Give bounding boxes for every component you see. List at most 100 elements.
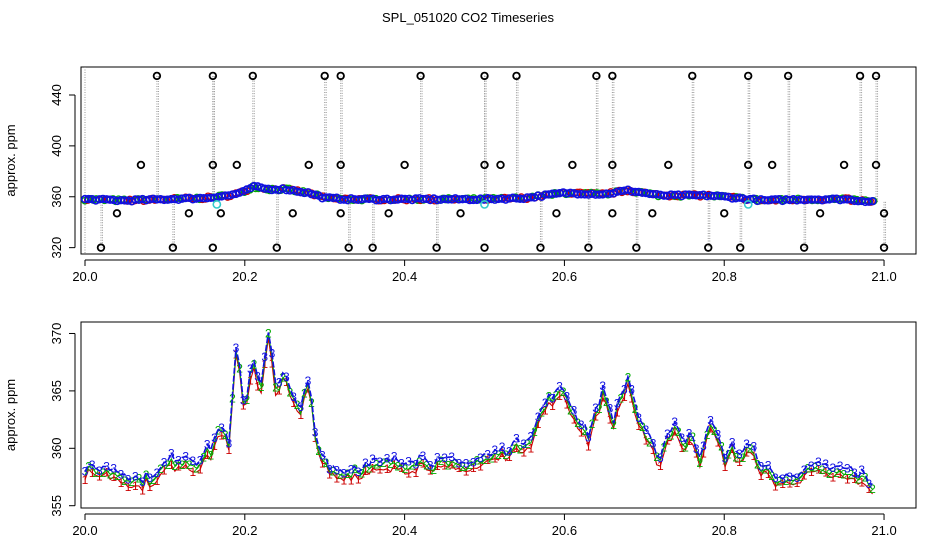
series-3-marker: 3 [132, 469, 139, 483]
series-1-marker: 1 [686, 434, 693, 448]
series-1-marker: 1 [103, 465, 110, 479]
series-1-marker: 1 [240, 399, 247, 413]
series-1-marker: 1 [563, 397, 570, 411]
series-3-marker: 3 [858, 463, 865, 477]
top-outlier-point [232, 160, 242, 170]
series-2-marker: 2 [100, 466, 107, 480]
series-1-marker: 1 [506, 450, 513, 464]
series-3-line [84, 332, 873, 485]
top-outlier-point [704, 243, 713, 252]
series-1-marker: 1 [305, 382, 312, 396]
series-2-marker: 2 [495, 448, 502, 462]
series-2-marker: 2 [704, 428, 711, 442]
series-2-marker: 2 [474, 453, 481, 467]
series-2-marker: 2 [394, 459, 401, 473]
top-outlier-point [688, 71, 697, 81]
series-2-marker: 2 [524, 437, 531, 451]
series-2-marker: 2 [128, 475, 135, 489]
top-cyan-point [212, 199, 222, 209]
top-outlier-point [152, 71, 162, 81]
top-outlier-point [248, 71, 257, 81]
series-1-marker: 1 [801, 469, 808, 483]
top-x-tick-label: 20.8 [712, 269, 737, 284]
top-y-tick-label: 320 [49, 237, 64, 259]
series-2-marker: 2 [646, 435, 653, 449]
series-3-marker: 3 [341, 466, 348, 480]
top-outlier-point [871, 71, 881, 81]
top-outlier-point [632, 243, 641, 252]
top-outlier-point [568, 160, 577, 170]
series-1-marker: 1 [391, 458, 398, 472]
series-3-marker: 3 [520, 437, 527, 451]
series-3-marker: 3 [110, 462, 117, 476]
series-3-marker: 3 [837, 459, 844, 473]
series-3-marker: 3 [535, 410, 542, 424]
bottom-x-tick-label: 20.0 [72, 523, 97, 538]
series-1-marker: 1 [341, 474, 348, 488]
top-x-tick-label: 21.0 [871, 269, 896, 284]
top-data-point [228, 190, 237, 199]
series-3-marker: 3 [729, 435, 736, 449]
top-outlier-point [736, 243, 745, 252]
series-1-marker: 1 [520, 445, 527, 459]
series-3-marker: 3 [844, 462, 851, 476]
top-x-tick-label: 20.0 [72, 269, 97, 284]
series-3-marker: 3 [441, 451, 448, 465]
series-1-marker: 1 [261, 357, 268, 371]
series-2-marker: 2 [150, 473, 157, 487]
series-1-marker: 1 [664, 434, 671, 448]
series-2-marker: 2 [675, 425, 682, 439]
series-1-marker: 1 [204, 448, 211, 462]
series-1-marker: 1 [599, 391, 606, 405]
series-3-marker: 3 [434, 451, 441, 465]
series-2-marker: 2 [258, 380, 265, 394]
series-1-marker: 1 [772, 480, 779, 494]
series-1-marker: 1 [858, 475, 865, 489]
series-1-marker: 1 [628, 391, 635, 405]
series-2-line [84, 333, 873, 490]
series-3-marker: 3 [89, 458, 96, 472]
top-outlier-point [208, 71, 218, 81]
bottom-line-panel: 20.0 20.2 20.4 20.6 20.8 21.0 355 360 365 370 appr… [3, 321, 917, 538]
series-2-marker: 2 [114, 469, 121, 483]
top-outlier-point [608, 160, 617, 170]
bottom-y-tick-label: 365 [49, 380, 64, 402]
series-3-marker: 3 [348, 463, 355, 477]
series-1-marker: 1 [456, 461, 463, 475]
series-3-marker: 3 [463, 457, 470, 471]
series-1-marker: 1 [635, 419, 642, 433]
series-2-marker: 2 [747, 442, 754, 456]
series-3-marker: 3 [211, 431, 218, 445]
series-2-marker: 2 [172, 459, 179, 473]
series-2-marker: 2 [423, 459, 430, 473]
top-outlier-point [216, 209, 226, 218]
top-outlier-point [855, 71, 865, 81]
top-outlier-point [272, 243, 281, 252]
top-outlier-point [336, 71, 345, 81]
series-3-marker: 3 [398, 457, 405, 471]
series-1-marker: 1 [132, 479, 139, 493]
series-1-marker: 1 [477, 459, 484, 473]
series-3-marker: 3 [240, 393, 247, 407]
top-outlier-point [839, 160, 849, 170]
series-1-marker: 1 [614, 405, 621, 419]
series-3-marker: 3 [664, 427, 671, 441]
series-2-marker: 2 [373, 458, 380, 472]
top-cyan-point [743, 199, 753, 209]
series-1-marker: 1 [154, 474, 161, 488]
series-3-marker: 3 [585, 430, 592, 444]
series-1-marker: 1 [89, 466, 96, 480]
series-1-marker: 1 [535, 417, 542, 431]
top-data-point [868, 197, 877, 206]
series-1-marker: 1 [528, 441, 535, 455]
series-3-marker: 3 [484, 447, 491, 461]
top-outlier-point [304, 160, 313, 170]
series-3-marker: 3 [182, 450, 189, 464]
top-outlier-point [783, 71, 793, 81]
series-3-marker: 3 [765, 458, 772, 472]
series-1-marker: 1 [700, 447, 707, 461]
series-3-marker: 3 [614, 396, 621, 410]
series-1-marker: 1 [714, 435, 721, 449]
series-2-marker: 2 [416, 455, 423, 469]
bottom-x-tick-label: 20.2 [232, 523, 257, 538]
